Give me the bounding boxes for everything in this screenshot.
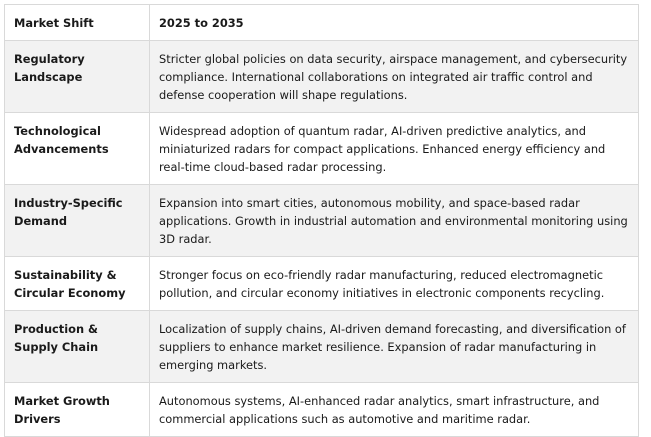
row-label: Production & Supply Chain [4,310,150,383]
table-row: Sustainability & Circular Economy Strong… [4,256,639,311]
market-shift-table-container: Market Shift 2025 to 2035 Regulatory Lan… [4,4,639,437]
row-label: Market Growth Drivers [4,382,150,437]
market-shift-table: Market Shift 2025 to 2035 Regulatory Lan… [4,4,639,437]
row-label: Industry-Specific Demand [4,184,150,257]
header-period: 2025 to 2035 [149,4,639,41]
row-value: Autonomous systems, AI-enhanced radar an… [149,382,639,437]
row-label: Technological Advancements [4,112,150,185]
table-row: Regulatory Landscape Stricter global pol… [4,40,639,113]
table-row: Market Growth Drivers Autonomous systems… [4,382,639,437]
row-value: Stricter global policies on data securit… [149,40,639,113]
row-label: Regulatory Landscape [4,40,150,113]
row-value: Localization of supply chains, AI-driven… [149,310,639,383]
table-row: Industry-Specific Demand Expansion into … [4,184,639,257]
table-row: Production & Supply Chain Localization o… [4,310,639,383]
row-label: Sustainability & Circular Economy [4,256,150,311]
row-value: Expansion into smart cities, autonomous … [149,184,639,257]
row-value: Widespread adoption of quantum radar, AI… [149,112,639,185]
table-row: Technological Advancements Widespread ad… [4,112,639,185]
table-header-row: Market Shift 2025 to 2035 [4,4,639,41]
row-value: Stronger focus on eco-friendly radar man… [149,256,639,311]
header-market-shift: Market Shift [4,4,150,41]
